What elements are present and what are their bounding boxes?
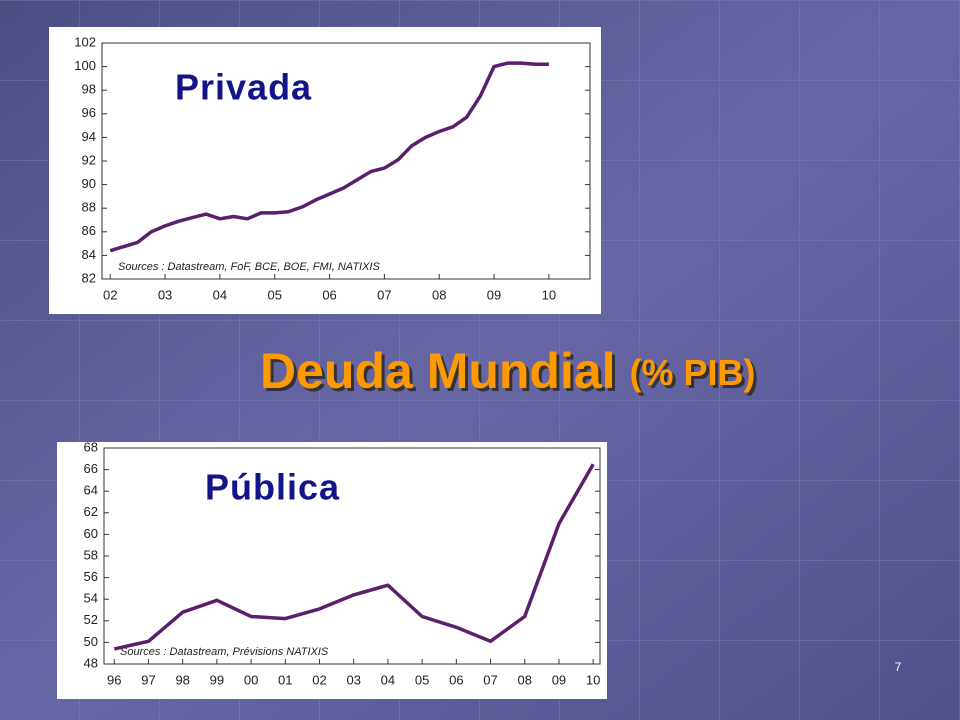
y-tick-label: 64	[84, 483, 98, 498]
y-tick-label: 96	[82, 105, 96, 120]
x-tick-label: 05	[267, 287, 281, 302]
x-tick-label: 04	[213, 287, 227, 302]
x-tick-label: 09	[487, 287, 501, 302]
source-note: Sources : Datastream, Prévisions NATIXIS	[120, 646, 329, 658]
chart-title: Pública	[205, 467, 340, 508]
y-tick-label: 50	[84, 634, 98, 649]
y-tick-label: 54	[84, 591, 98, 606]
chart-background	[57, 442, 607, 699]
y-tick-label: 86	[82, 223, 96, 238]
x-tick-label: 10	[586, 672, 600, 687]
x-tick-label: 10	[542, 287, 556, 302]
y-tick-label: 48	[84, 655, 98, 670]
x-tick-label: 03	[158, 287, 172, 302]
y-tick-label: 84	[82, 247, 96, 262]
chart-background	[49, 27, 601, 314]
slide-title-main: Deuda Mundial	[260, 343, 616, 399]
x-tick-label: 05	[415, 672, 429, 687]
x-tick-label: 03	[346, 672, 360, 687]
x-tick-label: 04	[381, 672, 395, 687]
x-tick-label: 02	[312, 672, 326, 687]
y-tick-label: 88	[82, 200, 96, 215]
chart: 48 50 52 54 56 58 60 62 64 66 68 96 97 98 99 00 01 02 03 04…	[57, 439, 607, 699]
y-tick-label: 56	[84, 569, 98, 584]
y-tick-label: 58	[84, 547, 98, 562]
x-tick-label: 08	[432, 287, 446, 302]
x-tick-label: 96	[107, 672, 121, 687]
slide-title: Deuda Mundial (% PIB)	[260, 343, 755, 399]
x-tick-label: 98	[175, 672, 189, 687]
y-tick-label: 82	[82, 270, 96, 285]
data-line	[109, 61, 549, 253]
y-tick-label: 94	[82, 129, 96, 144]
x-tick-label: 97	[141, 672, 155, 687]
x-tick-label: 06	[449, 672, 463, 687]
x-tick-label: 08	[518, 672, 532, 687]
y-tick-label: 62	[84, 504, 98, 519]
x-tick-label: 07	[377, 287, 391, 302]
y-tick-label: 90	[82, 176, 96, 191]
source-note: Sources : Datastream, FoF, BCE, BOE, FMI…	[118, 261, 380, 273]
page-number: 7	[895, 660, 902, 674]
chart: 82 84 86 88 90 92 94 96 98 100 102 02 03 04 05 06 07 08 09…	[49, 27, 601, 314]
y-tick-label: 66	[84, 461, 98, 476]
x-tick-label: 09	[552, 672, 566, 687]
y-tick-label: 68	[84, 439, 98, 454]
y-tick-label: 52	[84, 612, 98, 627]
slide-title-suffix: (% PIB)	[629, 352, 755, 393]
y-tick-label: 60	[84, 526, 98, 541]
y-tick-label: 98	[82, 82, 96, 97]
x-tick-label: 00	[244, 672, 258, 687]
y-tick-label: 100	[74, 58, 96, 73]
y-tick-label: 92	[82, 152, 96, 167]
x-tick-label: 07	[483, 672, 497, 687]
x-tick-label: 06	[322, 287, 336, 302]
x-tick-label: 01	[278, 672, 292, 687]
y-tick-label: 102	[74, 34, 96, 49]
data-line	[113, 463, 595, 651]
x-tick-label: 99	[210, 672, 224, 687]
chart-title: Privada	[175, 67, 312, 108]
x-tick-label: 02	[103, 287, 117, 302]
